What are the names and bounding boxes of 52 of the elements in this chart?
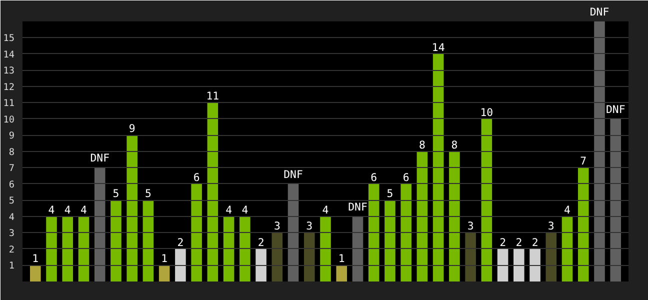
data-label: 3 — [306, 220, 313, 233]
data-label: 5 — [145, 187, 152, 200]
y-tick-label: 6 — [8, 179, 15, 190]
y-tick-label: 9 — [8, 130, 15, 142]
y-tick-label: 10 — [3, 114, 15, 126]
data-label: 8 — [418, 138, 426, 152]
y-tick-label: 11 — [3, 98, 14, 110]
data-label: 6 — [193, 170, 200, 184]
data-label: 2 — [500, 236, 506, 249]
data-label: 11 — [206, 90, 220, 103]
data-label: 4 — [226, 203, 232, 216]
data-label: 3 — [467, 220, 474, 233]
data-label: 4 — [48, 203, 55, 216]
data-label: 1 — [32, 252, 39, 266]
data-label: 3 — [274, 220, 280, 233]
y-tick-label: 14 — [3, 49, 15, 60]
data-label: 2 — [516, 236, 522, 249]
y-tick-label: 15 — [3, 33, 14, 44]
y-tick-label: 8 — [8, 146, 15, 158]
data-label: 1 — [161, 252, 168, 266]
data-label: DNF — [590, 5, 610, 18]
data-label: 7 — [580, 154, 587, 168]
data-label: DNF — [606, 102, 626, 116]
data-label: 2 — [532, 236, 538, 249]
data-label: 3 — [548, 220, 554, 233]
y-tick-label: 2 — [8, 244, 15, 256]
data-label: 4 — [64, 203, 71, 216]
data-label: DNF — [90, 152, 110, 165]
data-label: 10 — [480, 106, 494, 119]
data-label: 2 — [258, 236, 264, 249]
data-label: 4 — [80, 203, 87, 216]
data-label: 14 — [432, 40, 445, 54]
data-label: 1 — [338, 252, 345, 266]
data-label: DNF — [284, 168, 303, 181]
data-label: DNF — [348, 200, 368, 214]
data-label: 4 — [564, 203, 570, 216]
y-tick-label: 7 — [8, 163, 15, 174]
data-label: 8 — [451, 138, 458, 152]
y-tick-label: 12 — [3, 82, 14, 93]
data-label: 5 — [112, 187, 120, 200]
data-label: 4 — [242, 203, 248, 216]
y-tick-label: 4 — [8, 212, 15, 223]
data-label: 4 — [322, 203, 329, 216]
y-tick-label: 1 — [8, 260, 15, 272]
data-label: 6 — [402, 170, 410, 184]
data-label: 5 — [386, 187, 394, 200]
y-tick-label: 13 — [3, 66, 14, 77]
data-label: 9 — [128, 122, 136, 136]
data-label: 6 — [370, 170, 378, 184]
data-label: 2 — [177, 236, 184, 249]
y-tick-label: 3 — [8, 228, 15, 240]
y-tick-label: 5 — [8, 196, 15, 207]
